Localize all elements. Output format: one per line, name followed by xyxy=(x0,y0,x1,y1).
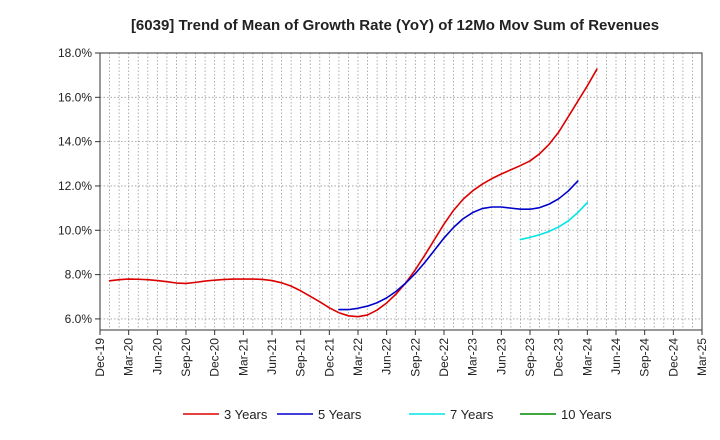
x-tick-label: Sep-24 xyxy=(638,338,652,377)
y-tick-label: 12.0% xyxy=(58,179,92,193)
series-line-3-years xyxy=(108,68,598,318)
x-tick-label: Dec-23 xyxy=(552,338,566,377)
grid xyxy=(99,52,703,330)
y-axis: 6.0% 8.0% 10.0% 12.0% 14.0% 16.0% 18.0% xyxy=(58,46,100,326)
x-tick-label: Jun-24 xyxy=(609,338,623,375)
y-tick-label: 18.0% xyxy=(58,46,92,60)
legend-label: 5 Years xyxy=(318,407,362,422)
legend-label: 10 Years xyxy=(561,407,612,422)
x-tick-label: Jun-22 xyxy=(380,338,394,375)
x-tick-label: Mar-24 xyxy=(580,338,594,376)
x-tick-label: Jun-21 xyxy=(265,338,279,375)
series-line-5-years xyxy=(338,180,579,311)
x-tick-label: Mar-22 xyxy=(351,338,365,376)
x-tick-label: Sep-23 xyxy=(523,338,537,377)
x-tick-label: Sep-22 xyxy=(408,338,422,377)
x-tick-label: Jun-20 xyxy=(150,338,164,375)
x-tick-label: Sep-20 xyxy=(179,338,193,377)
y-tick-label: 6.0% xyxy=(65,312,93,326)
x-tick-label: Dec-22 xyxy=(437,338,451,377)
x-tick-label: Sep-21 xyxy=(294,338,308,377)
x-tick-label: Dec-20 xyxy=(208,338,222,377)
plot-area xyxy=(99,52,703,331)
x-axis: Dec-19 Mar-20 Jun-20 Sep-20 Dec-20 Mar-21 Jun-… xyxy=(93,330,709,377)
chart-title: [6039] Trend of Mean of Growth Rate (YoY… xyxy=(131,17,659,34)
legend: 3 Years 5 Years 7 Years 10 Years xyxy=(183,407,612,422)
x-tick-label: Dec-21 xyxy=(322,338,336,377)
legend-label: 3 Years xyxy=(224,407,268,422)
x-tick-label: Dec-24 xyxy=(666,338,680,377)
series-line-7-years xyxy=(519,201,589,241)
y-tick-label: 14.0% xyxy=(58,135,92,149)
x-tick-label: Jun-23 xyxy=(494,338,508,375)
x-tick-label: Mar-20 xyxy=(122,338,136,376)
x-tick-label: Mar-23 xyxy=(466,338,480,376)
x-tick-label: Mar-25 xyxy=(695,338,709,376)
y-tick-label: 10.0% xyxy=(58,223,92,237)
legend-label: 7 Years xyxy=(450,407,494,422)
y-tick-label: 16.0% xyxy=(58,90,92,104)
y-tick-label: 8.0% xyxy=(65,268,93,282)
x-tick-label: Mar-21 xyxy=(236,338,250,376)
series-lines xyxy=(108,68,598,318)
x-tick-label: Dec-19 xyxy=(93,338,107,377)
